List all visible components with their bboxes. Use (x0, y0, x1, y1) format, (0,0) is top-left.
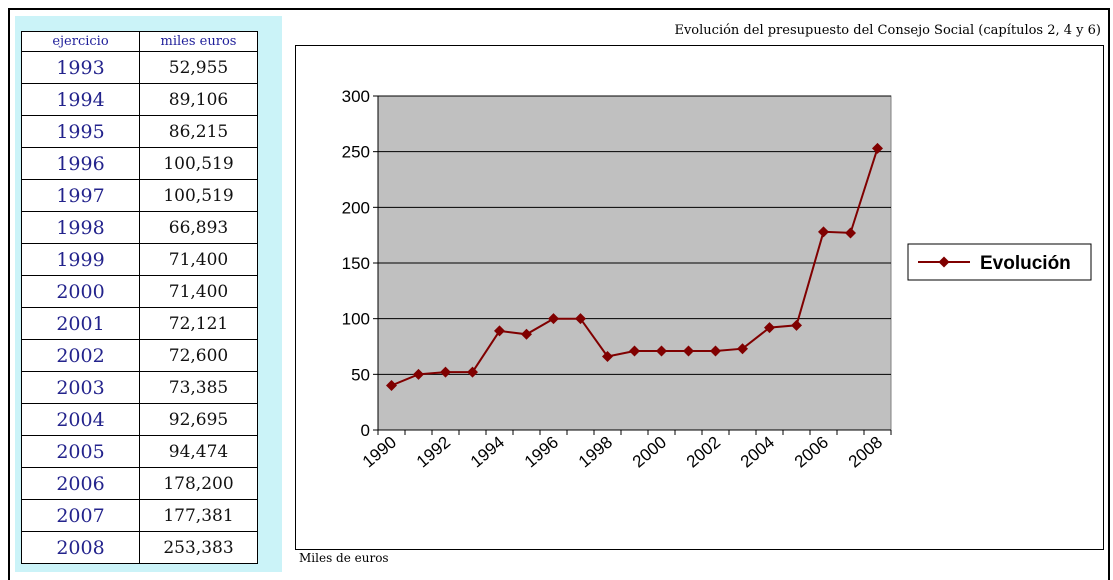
table-row: 2007 177,381 (21, 499, 258, 532)
value-cell: 71,400 (139, 243, 258, 276)
value-cell: 73,385 (139, 371, 258, 404)
legend-label: Evolución (980, 253, 1071, 274)
x-tick-label: 2002 (683, 433, 724, 472)
x-tick-label: 1996 (521, 433, 562, 472)
table-row: 1997 100,519 (21, 179, 258, 212)
table-row: 2000 71,400 (21, 275, 258, 308)
table-row: 1995 86,215 (21, 115, 258, 148)
year-cell: 2006 (21, 467, 140, 500)
value-cell: 72,121 (139, 307, 258, 340)
value-cell: 177,381 (139, 499, 258, 532)
data-point (467, 366, 478, 378)
table-header-row: ejercicio miles euros (21, 31, 258, 52)
data-point (737, 343, 748, 355)
value-cell: 52,955 (139, 51, 258, 84)
table-row: 1998 66,893 (21, 211, 258, 244)
table-row: 2005 94,474 (21, 435, 258, 468)
data-point (413, 368, 424, 380)
table-row: 2003 73,385 (21, 371, 258, 404)
value-cell: 94,474 (139, 435, 258, 468)
value-cell: 86,215 (139, 115, 258, 148)
y-tick-label: 200 (342, 198, 370, 217)
year-cell: 1993 (21, 51, 140, 84)
year-cell: 2003 (21, 371, 140, 404)
year-cell: 1994 (21, 83, 140, 116)
x-tick-label: 2008 (845, 433, 886, 472)
year-cell: 2005 (21, 435, 140, 468)
year-cell: 1996 (21, 147, 140, 180)
data-point (440, 366, 451, 378)
data-point (818, 226, 829, 238)
y-tick-label: 50 (351, 365, 370, 384)
value-cell: 253,383 (139, 531, 258, 564)
x-tick-label: 1992 (413, 433, 454, 472)
year-cell: 2002 (21, 339, 140, 372)
year-cell: 2001 (21, 307, 140, 340)
table-row: 2006 178,200 (21, 467, 258, 500)
table-row: 2002 72,600 (21, 339, 258, 372)
x-tick-label: 1998 (575, 433, 616, 472)
x-tick-label: 2006 (791, 433, 832, 472)
data-point (683, 345, 694, 357)
year-cell: 1995 (21, 115, 140, 148)
header-year: ejercicio (21, 31, 140, 52)
year-cell: 2000 (21, 275, 140, 308)
value-cell: 72,600 (139, 339, 258, 372)
y-tick-label: 100 (342, 310, 370, 329)
budget-table: ejercicio miles euros 1993 52,955 1994 89,1… (21, 31, 258, 564)
value-cell: 89,106 (139, 83, 258, 116)
year-cell: 1997 (21, 179, 140, 212)
chart-caption: Miles de euros (299, 551, 389, 565)
year-cell: 1998 (21, 211, 140, 244)
value-cell: 100,519 (139, 179, 258, 212)
y-tick-label: 300 (342, 87, 370, 106)
x-tick-label: 2000 (629, 433, 670, 472)
table-row: 1993 52,955 (21, 51, 258, 84)
y-tick-label: 0 (361, 421, 370, 440)
data-point (602, 351, 613, 363)
data-point (845, 227, 856, 239)
header-value: miles euros (139, 31, 258, 52)
data-point (791, 319, 802, 331)
y-tick-label: 150 (342, 254, 370, 273)
table-row: 2008 253,383 (21, 531, 258, 564)
table-row: 2001 72,121 (21, 307, 258, 340)
data-point (656, 345, 667, 357)
data-point (872, 142, 883, 154)
table-row: 2004 92,695 (21, 403, 258, 436)
value-cell: 92,695 (139, 403, 258, 436)
year-cell: 2008 (21, 531, 140, 564)
value-cell: 66,893 (139, 211, 258, 244)
table-row: 1999 71,400 (21, 243, 258, 276)
data-point (575, 313, 586, 325)
year-cell: 1999 (21, 243, 140, 276)
data-point (710, 345, 721, 357)
year-cell: 2004 (21, 403, 140, 436)
value-cell: 71,400 (139, 275, 258, 308)
data-point (629, 345, 640, 357)
y-tick-label: 250 (342, 143, 370, 162)
data-point (764, 322, 775, 334)
chart-title: Evolución del presupuesto del Consejo So… (674, 23, 1101, 38)
data-point (386, 379, 397, 391)
value-cell: 178,200 (139, 467, 258, 500)
value-cell: 100,519 (139, 147, 258, 180)
table-row: 1994 89,106 (21, 83, 258, 116)
data-point (494, 325, 505, 337)
year-cell: 2007 (21, 499, 140, 532)
data-point (548, 313, 559, 325)
x-tick-label: 1994 (467, 433, 508, 472)
chart-area: 0 50 100 150 200 250 300 1990 1992 1994 1996 1998 20… (295, 45, 1104, 550)
legend-marker (938, 256, 950, 268)
x-tick-label: 2004 (737, 433, 778, 472)
data-point (521, 328, 532, 340)
table-row: 1996 100,519 (21, 147, 258, 180)
outer-frame (8, 8, 1110, 580)
